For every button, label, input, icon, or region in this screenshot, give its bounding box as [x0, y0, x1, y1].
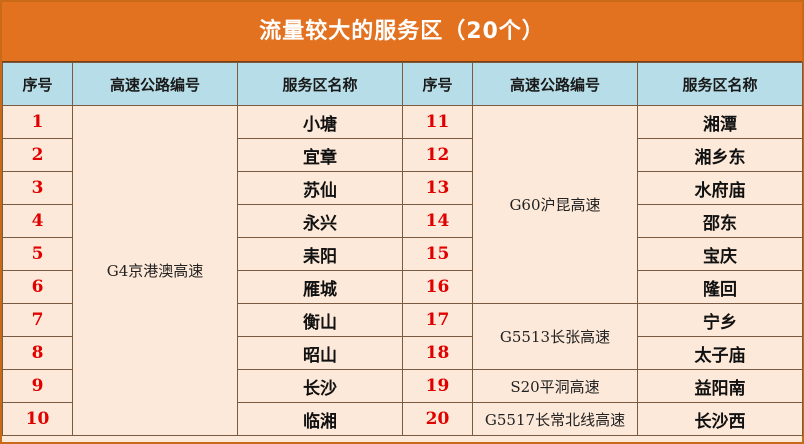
area-cell: 湘乡东: [637, 138, 803, 172]
seq-cell: 20: [402, 402, 473, 436]
seq-cell: 3: [2, 171, 73, 205]
road-cell-g5517: G5517长常北线高速: [472, 402, 638, 436]
seq-cell: 8: [2, 336, 73, 370]
area-cell: 太子庙: [637, 336, 803, 370]
header-seq-left: 序号: [2, 62, 73, 106]
seq-cell: 5: [2, 237, 73, 271]
seq-cell: 7: [2, 303, 73, 337]
table-row: 6 雁城 16 隆回: [2, 270, 803, 304]
header-area-left: 服务区名称: [237, 62, 403, 106]
area-cell: 湘潭: [637, 105, 803, 139]
seq-cell: 16: [402, 270, 473, 304]
area-cell: 长沙: [237, 369, 403, 403]
table-row: 4 永兴 14 邵东: [2, 204, 803, 238]
area-cell: 邵东: [637, 204, 803, 238]
area-cell: 宁乡: [637, 303, 803, 337]
area-cell: 长沙西: [637, 402, 803, 436]
header-road-left: 高速公路编号: [72, 62, 238, 106]
area-cell: 永兴: [237, 204, 403, 238]
area-cell: 衡山: [237, 303, 403, 337]
seq-cell: 18: [402, 336, 473, 370]
seq-cell: 10: [2, 402, 73, 436]
area-cell: 宜章: [237, 138, 403, 172]
seq-cell: 15: [402, 237, 473, 271]
table-row: 8 昭山 18 太子庙: [2, 336, 803, 370]
table-row: 9 长沙 19 S20平洞高速 益阳南: [2, 369, 803, 403]
seq-cell: 14: [402, 204, 473, 238]
table-row: 5 耒阳 15 宝庆: [2, 237, 803, 271]
seq-cell: 9: [2, 369, 73, 403]
seq-cell: 2: [2, 138, 73, 172]
area-cell: 临湘: [237, 402, 403, 436]
road-cell-g60: G60沪昆高速: [472, 105, 638, 304]
seq-cell: 11: [402, 105, 473, 139]
seq-cell: 13: [402, 171, 473, 205]
seq-cell: 6: [2, 270, 73, 304]
seq-cell: 19: [402, 369, 473, 403]
seq-cell: 12: [402, 138, 473, 172]
seq-cell: 4: [2, 204, 73, 238]
road-cell-g5513: G5513长张高速: [472, 303, 638, 370]
table-row: 1 G4京港澳高速 小塘 11 G60沪昆高速 湘潭: [2, 105, 803, 436]
seq-cell: 17: [402, 303, 473, 337]
table-title: 流量较大的服务区（20个）: [2, 2, 802, 62]
area-cell: 隆回: [637, 270, 803, 304]
area-cell: 苏仙: [237, 171, 403, 205]
header-area-right: 服务区名称: [637, 62, 803, 106]
table-row: 3 苏仙 13 水府庙: [2, 171, 803, 205]
area-cell: 耒阳: [237, 237, 403, 271]
area-cell: 雁城: [237, 270, 403, 304]
table-row: 10 临湘 20 G5517长常北线高速 长沙西: [2, 402, 803, 436]
header-row: 序号 高速公路编号 服务区名称 序号 高速公路编号 服务区名称: [2, 62, 803, 106]
area-cell: 小塘: [237, 105, 403, 139]
service-area-table: 序号 高速公路编号 服务区名称 序号 高速公路编号 服务区名称 1 G4京港澳高…: [2, 62, 803, 436]
header-seq-right: 序号: [402, 62, 473, 106]
header-road-right: 高速公路编号: [472, 62, 638, 106]
table-row: 7 衡山 17 G5513长张高速 宁乡: [2, 303, 803, 370]
seq-cell: 1: [2, 105, 73, 139]
area-cell: 昭山: [237, 336, 403, 370]
table-row: 2 宜章 12 湘乡东: [2, 138, 803, 172]
area-cell: 宝庆: [637, 237, 803, 271]
area-cell: 益阳南: [637, 369, 803, 403]
road-cell-g4: G4京港澳高速: [72, 105, 238, 436]
road-cell-s20: S20平洞高速: [472, 369, 638, 403]
area-cell: 水府庙: [637, 171, 803, 205]
